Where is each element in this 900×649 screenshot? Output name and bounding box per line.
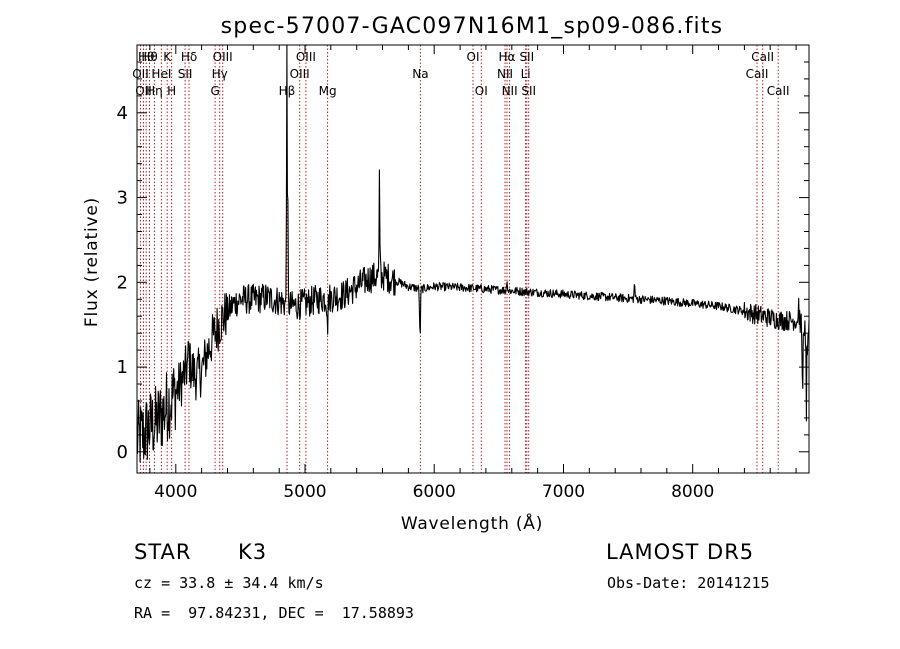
spectrum-line: [136, 44, 810, 463]
y-tick-label: 1: [117, 357, 128, 378]
x-tick-label: 5000: [283, 482, 326, 502]
line-marker-label: OII: [135, 84, 152, 98]
line-marker-label: Hδ: [181, 50, 197, 64]
survey-name: LAMOST DR5: [606, 540, 755, 564]
y-axis-ticks: 0 1 2 3 4: [117, 61, 809, 463]
line-marker-label: H: [167, 84, 176, 98]
observation-date: Obs-Date: 20141215: [607, 574, 770, 592]
plot-frame: [136, 44, 810, 474]
line-marker-label: SII: [521, 84, 536, 98]
line-marker-label: Na: [412, 67, 428, 81]
x-tick-label: 8000: [671, 482, 714, 502]
line-marker-label: SII: [519, 50, 534, 64]
x-tick-label: 7000: [542, 482, 585, 502]
x-axis-ticks: 4000 5000 6000 7000 8000: [149, 45, 797, 502]
y-tick-label: 0: [117, 442, 128, 463]
line-marker-label: CaII: [746, 67, 769, 81]
x-tick-label: 6000: [413, 482, 456, 502]
emission-line-markers: [140, 45, 779, 473]
x-tick-label: 4000: [154, 482, 197, 502]
line-marker-label: Mg: [319, 84, 337, 98]
line-marker-label: NII: [497, 67, 513, 81]
line-marker-label: K: [163, 50, 172, 64]
object-subclass: K3: [238, 540, 268, 564]
coordinates: RA = 97.84231, DEC = 17.58893: [134, 604, 414, 622]
line-marker-label: HeI: [151, 67, 171, 81]
line-marker-label: OIII: [296, 50, 316, 64]
line-marker-label: Hθ: [141, 50, 157, 64]
line-marker-label: OI: [467, 50, 480, 64]
line-marker-label: OIII: [290, 67, 310, 81]
y-tick-label: 2: [117, 272, 128, 293]
line-marker-label: Hη: [146, 84, 163, 98]
line-marker-label: NII: [502, 84, 518, 98]
redshift-velocity: cz = 33.8 ± 34.4 km/s: [134, 574, 324, 592]
y-tick-label: 3: [117, 188, 128, 209]
line-marker-label: OIII: [213, 50, 233, 64]
line-marker-label: CaII: [767, 84, 790, 98]
line-marker-label: Hγ: [212, 67, 228, 81]
y-axis-label: Flux (relative): [82, 197, 102, 327]
chart-title: spec-57007-GAC097N16M1_sp09-086.fits: [221, 14, 724, 39]
line-marker-label: G: [210, 84, 219, 98]
x-axis-label: Wavelength (Å): [401, 512, 543, 534]
line-marker-label: CaII: [751, 50, 774, 64]
line-marker-label: Hα: [499, 50, 516, 64]
line-marker-label: Li: [521, 67, 531, 81]
line-marker-label: OII: [132, 67, 149, 81]
line-marker-label: Hθ: [138, 50, 154, 64]
emission-line-labels: OIIOIIHθHθHηHeIKHSIIHδGHγOIIIHβOIIIOIIIM…: [132, 50, 789, 98]
line-marker-label: SII: [178, 67, 193, 81]
line-marker-label: OI: [475, 84, 488, 98]
object-class: STAR: [134, 540, 192, 564]
y-tick-label: 4: [117, 103, 128, 124]
